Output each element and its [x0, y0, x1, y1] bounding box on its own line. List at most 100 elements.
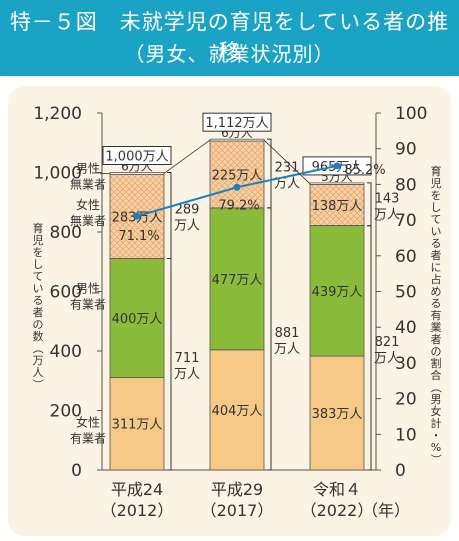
right-axis-title: の: [431, 345, 442, 358]
left-axis-title: を: [33, 246, 44, 259]
left-axis-tick-label: 600: [50, 283, 82, 303]
right-axis-title: 割: [431, 356, 442, 370]
left-axis-title: る: [33, 294, 44, 307]
bar-segment: [209, 140, 265, 209]
right-axis-title: る: [431, 237, 442, 250]
bar-value-label: 439万人: [312, 285, 363, 300]
bar-segment: [209, 207, 265, 351]
right-axis-title: 児: [431, 177, 442, 190]
right-axis-title: を: [431, 189, 442, 202]
left-axis-title: い: [33, 282, 44, 295]
segment-connector: [163, 139, 211, 174]
right-axis-title: て: [431, 213, 442, 226]
bracket-label: 万人: [274, 177, 300, 192]
bar-segment: [109, 258, 165, 378]
figure-header: 特－５図 未就学児の育児をしている者の推移 （男女、就業状況別）: [0, 0, 459, 76]
bracket-label: 143: [375, 191, 400, 206]
right-axis-title: ・: [431, 429, 442, 442]
right-axis-title: め: [431, 285, 442, 298]
right-axis-title: ）: [429, 454, 442, 465]
bar-value-label: 404万人: [212, 404, 263, 419]
bar-segment: [109, 377, 165, 471]
bracket-line: [167, 257, 172, 471]
right-axis-tick-label: 40: [395, 318, 417, 338]
right-axis-tick-label: 60: [395, 247, 417, 267]
total-box: [202, 112, 272, 132]
bracket-label: 289: [175, 202, 200, 217]
series-legend-label: 無業者: [70, 213, 106, 228]
bracket-label: 万人: [174, 367, 200, 382]
bar-segment: [309, 355, 365, 471]
right-axis-title: 占: [431, 272, 442, 286]
right-axis-tick-label: 70: [395, 211, 417, 231]
right-axis-tick-label: 30: [395, 354, 417, 374]
x-axis-unit: （年）: [362, 501, 410, 520]
left-axis-title: （: [31, 343, 44, 354]
total-box: [102, 146, 172, 165]
right-axis-title: 有: [431, 308, 442, 322]
bracket-label: 881: [275, 326, 300, 341]
total-label: 1,112万人: [205, 116, 268, 131]
x-tick-label: 平成29: [211, 480, 263, 499]
right-axis-tick-label: 90: [395, 140, 417, 160]
right-axis-title: い: [431, 225, 442, 238]
right-axis-title: 業: [431, 321, 442, 334]
left-axis-title: て: [33, 270, 44, 283]
left-axis-tick-label: 400: [50, 342, 82, 362]
left-axis-title: の: [33, 318, 44, 331]
left-axis-tick-label: 1,000: [33, 164, 82, 184]
right-axis-title: （: [429, 382, 442, 393]
bracket-line: [267, 207, 272, 471]
segment-connector: [263, 139, 311, 185]
bracket-line: [367, 225, 372, 471]
left-axis-tick-label: 1,200: [33, 104, 82, 124]
bracket-label: 821: [375, 335, 400, 350]
right-axis-tick-label: 50: [395, 283, 417, 303]
right-axis-title: 男: [431, 393, 442, 406]
left-axis-tick-label: 200: [50, 402, 82, 422]
right-axis-title: 育: [431, 164, 442, 178]
left-axis-title: 育: [33, 221, 44, 235]
ratio-label: 71.1%: [118, 229, 159, 244]
bar-value-label: 138万人: [312, 199, 363, 214]
right-axis-tick-label: 80: [395, 175, 417, 195]
bracket-label: 711: [175, 351, 200, 366]
series-legend-label: 男性: [76, 281, 100, 295]
ratio-point: [233, 183, 241, 191]
right-axis-title: 女: [431, 404, 442, 418]
series-legend-label: 女性: [76, 414, 100, 429]
bar-value-label: 477万人: [212, 273, 263, 288]
total-label: 1,000万人: [105, 150, 168, 165]
left-axis-title: し: [33, 258, 44, 271]
series-legend-label: 無業者: [70, 176, 106, 191]
bar-value-label: 400万人: [112, 312, 163, 327]
ratio-label: 85.2%: [344, 163, 385, 178]
right-axis-tick-label: 20: [395, 390, 417, 410]
bracket-label: 万人: [374, 351, 400, 366]
series-legend-label: 男性: [76, 161, 100, 175]
bracket-line: [367, 182, 372, 227]
bracket-line: [167, 172, 172, 259]
ratio-label: 79.2%: [218, 198, 259, 213]
ratio-point: [333, 162, 341, 170]
bracket-label: 万人: [174, 218, 200, 233]
bracket-label: 231: [275, 161, 300, 176]
x-tick-label: 令和４: [313, 480, 361, 499]
figure-subtitle: （男女、就業状況別）: [124, 42, 335, 66]
right-axis-title: し: [431, 201, 442, 214]
left-axis-tick-label: 0: [71, 461, 82, 481]
ratio-point: [133, 212, 141, 220]
left-axis-title: ）: [31, 379, 44, 390]
right-axis-tick-label: 0: [395, 461, 406, 481]
right-axis-title: る: [431, 297, 442, 310]
bar-value-label: 225万人: [212, 168, 263, 183]
left-axis-title: 数: [33, 330, 44, 343]
figure-title: 特－５図 未就学児の育児をしている者の推移: [9, 10, 450, 64]
series-legend-label: 有業者: [70, 297, 106, 311]
right-axis-title: に: [431, 261, 442, 274]
series-legend-label: 女性: [76, 197, 100, 212]
x-tick-label: 平成24: [111, 480, 163, 499]
right-axis-title: %: [431, 441, 441, 454]
right-axis-tick-label: 100: [395, 104, 427, 124]
